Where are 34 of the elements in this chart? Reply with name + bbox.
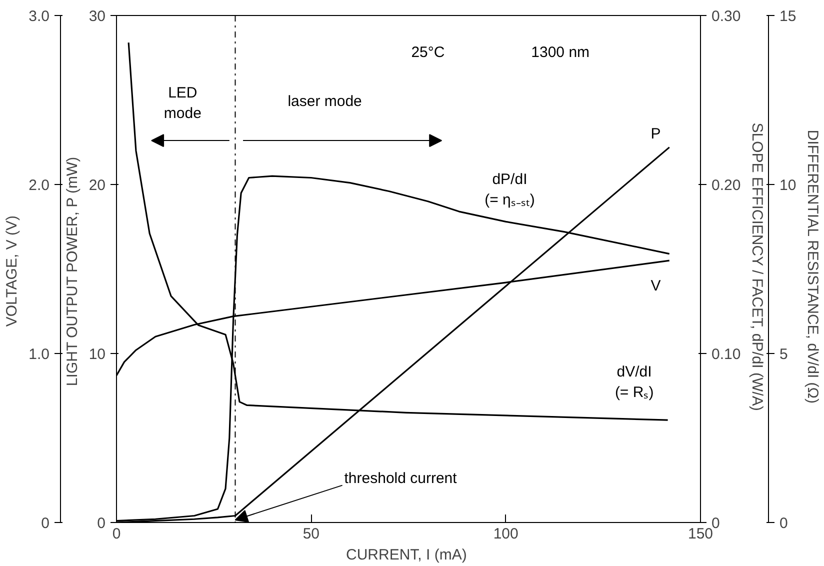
- y-tick-label: 2.0: [28, 177, 50, 194]
- x-tick-label: 0: [112, 526, 121, 542]
- x-axis-title: CURRENT, I (mA): [346, 546, 467, 564]
- series-label: P: [650, 125, 661, 142]
- x-tick-label: 150: [688, 526, 714, 542]
- y-tick-label: 1.0: [28, 346, 50, 363]
- y2-tick-label: 0: [712, 515, 720, 532]
- y3-tick-label: 15: [780, 8, 796, 25]
- x-tick-label: 100: [493, 526, 518, 542]
- y-tick-label: 10: [88, 346, 106, 363]
- y-tick-label: 3.0: [28, 8, 50, 25]
- y2-axis-title: SLOPE EFFICIENCY / FACET, dP/dI (W/A): [748, 122, 766, 411]
- y2-tick-label: 0.30: [712, 8, 741, 25]
- y3-tick-label: 10: [780, 177, 796, 194]
- series-label: V: [650, 277, 661, 294]
- y-tick-label: 0: [41, 515, 50, 532]
- y3-tick-label: 5: [780, 346, 788, 363]
- x-tick-label: 50: [302, 526, 320, 542]
- series-label: dV/dI (= Rₛ): [614, 364, 654, 401]
- y-tick-label: 0: [97, 515, 106, 532]
- ref-line-label: threshold current: [344, 470, 458, 488]
- annotation: 25°C: [411, 44, 445, 62]
- annotation: LED mode: [164, 84, 202, 122]
- annotation: 1300 nm: [531, 44, 590, 62]
- y-axis-title: LIGHT OUTPUT POWER, P (mW): [64, 156, 81, 386]
- y3-tick-label: 0: [780, 515, 788, 532]
- series-label: dP/dI (= ηₛ₋ₛₜ): [484, 170, 535, 208]
- y-axis-title: VOLTAGE, V (V): [4, 216, 21, 327]
- y2-tick-label: 0.10: [712, 346, 741, 363]
- y3-axis-title: DIFFERENTIAL RESISTANCE, dV/dI (Ω): [804, 130, 822, 404]
- y2-tick-label: 0.20: [712, 177, 741, 194]
- annotation: laser mode: [288, 93, 362, 110]
- y-tick-label: 20: [88, 177, 106, 194]
- y-tick-label: 30: [88, 8, 106, 25]
